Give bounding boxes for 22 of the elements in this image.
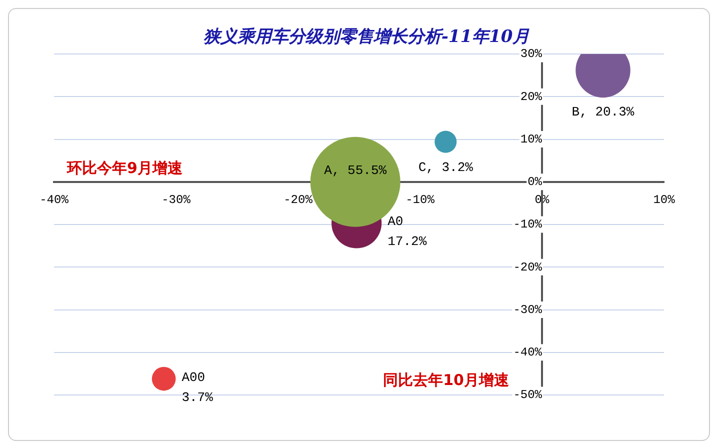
y-tick-label: 10% [520,132,543,146]
y-axis-title: 环比今年9月增速 [67,159,182,178]
annotation: C, 3.2% [418,160,474,175]
y-tick-label: 0% [528,175,543,190]
x-tick-label: -20% [284,193,314,208]
annotation: B, 20.3% [572,104,634,120]
y-tick-label: -40% [513,346,543,360]
y-tick-label: 20% [520,90,543,104]
annotation: A, 55.5% [324,162,387,178]
y-tick-label: 30% [520,47,543,62]
x-tick-label: 10% [653,193,676,208]
y-tick-label: -10% [513,218,543,232]
annotation: A00 3.7% [182,370,214,405]
x-axis-title: 同比去年10月增速 [382,371,510,390]
x-tick-label: -30% [162,193,192,208]
x-tick-label: -10% [406,193,436,208]
annotation: A0 17.2% [388,214,427,250]
chart-title: 狭义乘用车分级别零售增长分析-11年10月 [203,27,530,48]
y-tick-label: -30% [513,302,543,317]
y-tick-label: -50% [513,388,543,402]
y-tick-label: -20% [513,260,543,274]
x-tick-label: -40% [40,193,70,208]
